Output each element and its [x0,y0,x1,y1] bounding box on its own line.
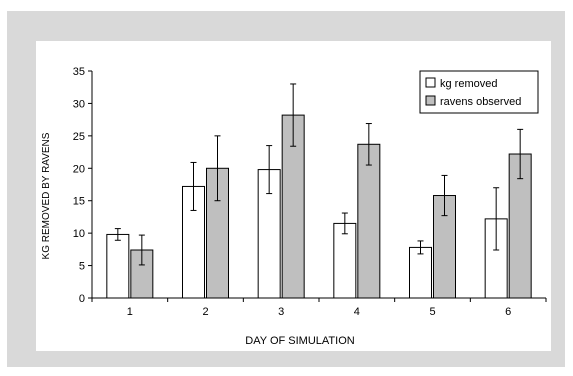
y-tick-label: 25 [73,131,85,143]
chart-frame: 0 5 10 15 20 25 30 35 1 2 3 4 5 6 DAY OF SIMULATION K… [7,11,565,367]
bar-kg-removed [409,246,432,299]
y-axis-label: KG REMOVED BY RAVENS [41,132,52,259]
y-tick-label: 30 [73,98,85,110]
legend-label: kg removed [440,78,497,90]
x-tick-label: 2 [202,306,208,318]
x-tick-label: 1 [127,306,133,318]
bar-kg-removed [106,233,130,299]
error-bars [114,83,524,266]
chart-panel: 0 5 10 15 20 25 30 35 1 2 3 4 5 6 DAY OF SIMULATION K… [36,41,551,351]
x-tick-label: 5 [429,306,435,318]
legend-swatch [425,95,436,106]
x-axis-label: DAY OF SIMULATION [245,335,354,347]
bar-chart: 0 5 10 15 20 25 30 35 1 2 3 4 5 6 DAY OF SIMULATION K… [41,66,547,347]
bars [106,114,532,299]
legend-box [419,70,539,114]
y-tick-label: 5 [79,261,85,273]
x-tick-label: 4 [354,306,360,318]
bar-kg-removed [333,222,357,299]
x-tick-label: 3 [278,306,284,318]
y-tick-label: 15 [73,196,85,208]
y-tick-label: 20 [73,163,85,175]
axes: 0 5 10 15 20 25 30 35 1 2 3 4 5 6 [73,66,547,318]
y-tick-label: 0 [79,293,85,305]
x-tick-label: 6 [505,306,511,318]
legend: kg removed ravens observed [419,70,539,114]
y-tick-label: 10 [73,228,85,240]
legend-label: ravens observed [440,96,521,108]
legend-swatch [425,77,436,88]
y-tick-label: 35 [73,66,85,78]
bar-ravens-observed [357,143,381,299]
